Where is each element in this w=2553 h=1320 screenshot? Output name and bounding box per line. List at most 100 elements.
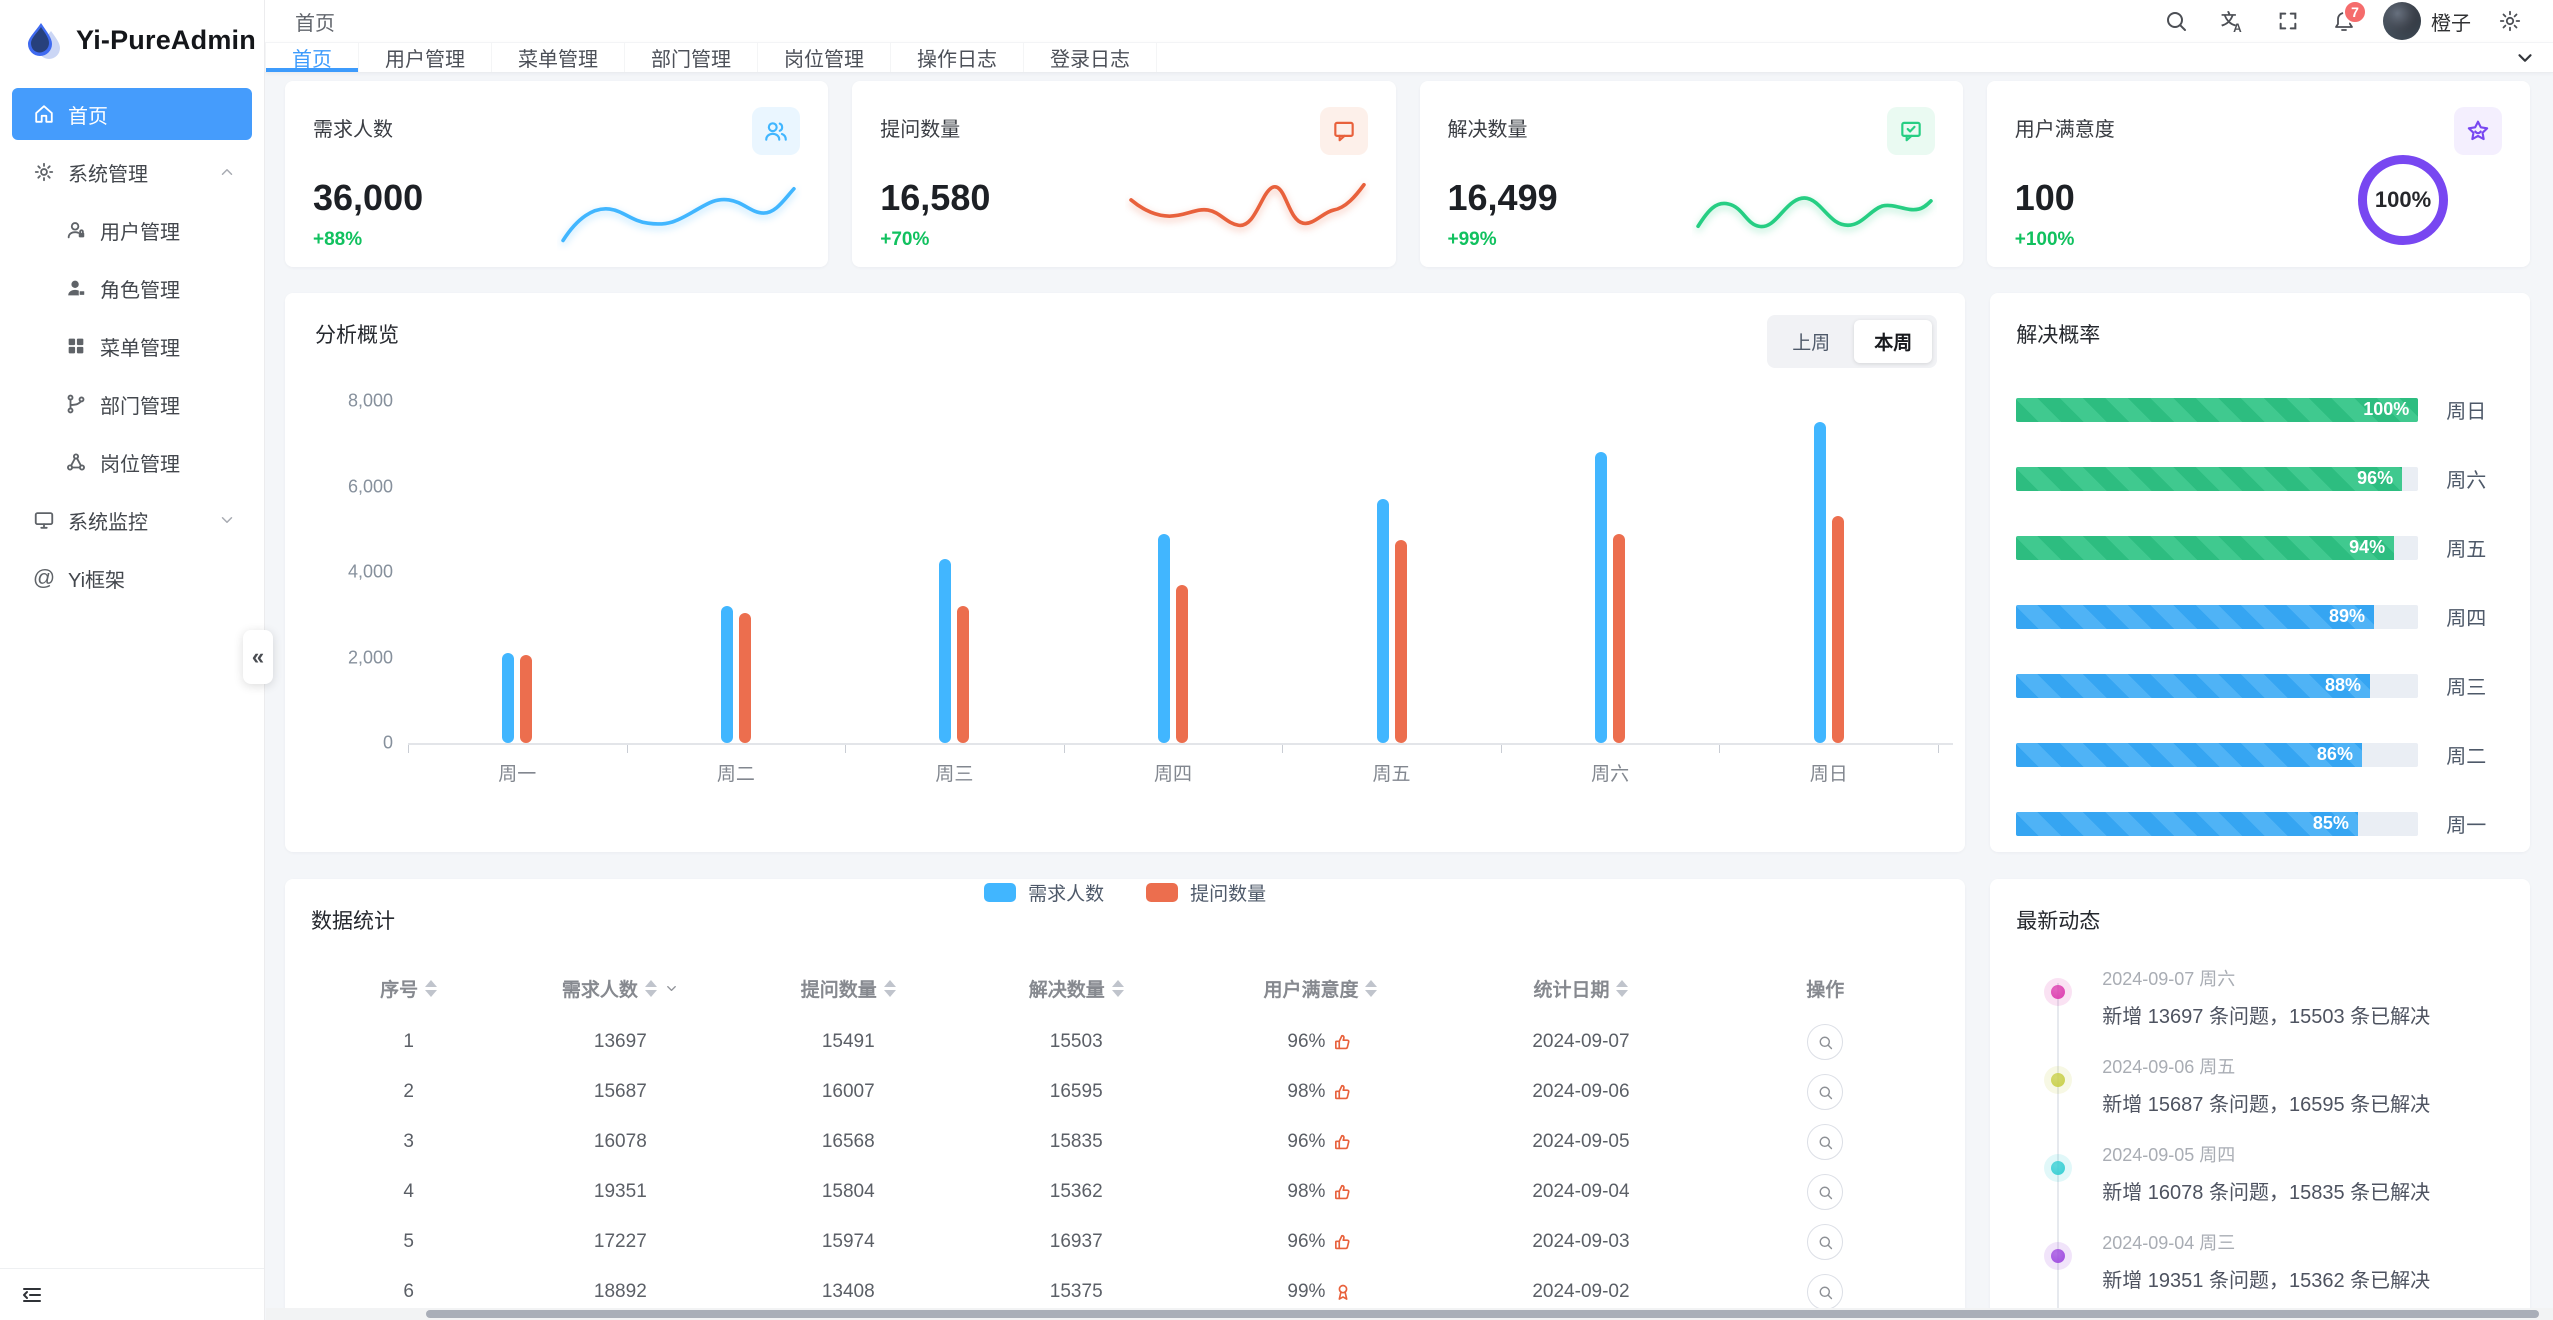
row-view-button[interactable] xyxy=(1807,1124,1844,1160)
stat-card-delta: +100% xyxy=(2014,229,2075,250)
stat-cards-row: 需求人数 36,000 +88% 提问数量 16,580 +70% 解决数量 16,499 +9… xyxy=(285,81,2530,267)
row-view-button[interactable] xyxy=(1807,1024,1844,1060)
legend-item-提问数量[interactable]: 提问数量 xyxy=(1146,879,1266,906)
row-view-button[interactable] xyxy=(1807,1174,1844,1210)
row-view-button[interactable] xyxy=(1807,1074,1844,1110)
column-header-label: 用户满意度 xyxy=(1263,979,1359,1001)
cell-seq: 3 xyxy=(403,1131,414,1152)
sidebar-collapse-handle[interactable]: « xyxy=(243,630,273,684)
sidebar-item-角色管理[interactable]: 角色管理 xyxy=(12,262,252,314)
legend-item-需求人数[interactable]: 需求人数 xyxy=(984,879,1104,906)
fullscreen-icon[interactable] xyxy=(2267,0,2309,42)
sort-carets-icon[interactable] xyxy=(644,979,657,997)
timeline-date: 2024-09-04 周三 xyxy=(2102,1233,2236,1253)
column-header-用户满意度: 用户满意度 xyxy=(1190,959,1451,1017)
cell-operation xyxy=(1711,1217,1939,1267)
sidebar-item-岗位管理[interactable]: 岗位管理 xyxy=(12,436,252,488)
solve-row-周二: 86% 周二 xyxy=(2016,720,2504,789)
cell-satisfaction: 98% xyxy=(1190,1067,1451,1117)
sort-carets-icon[interactable] xyxy=(883,979,896,997)
content: 需求人数 36,000 +88% 提问数量 16,580 +70% 解决数量 16,499 +9… xyxy=(265,73,2553,1320)
column-header-inner[interactable]: 需求人数 xyxy=(562,975,679,1002)
timeline-text: 新增 16078 条问题，15835 条已解决 xyxy=(2102,1182,2431,1204)
search-icon[interactable] xyxy=(2155,0,2197,42)
sidebar-item-label: 系统管理 xyxy=(68,163,148,186)
sidebar-item-系统监控[interactable]: 系统监控 xyxy=(12,494,252,546)
bar-提问数量-周四 xyxy=(1176,585,1188,743)
bar-提问数量-周六 xyxy=(1613,534,1626,743)
column-filter-chevron-icon[interactable] xyxy=(664,981,679,996)
logo[interactable]: Yi-PureAdmin xyxy=(0,0,264,80)
solve-day-label: 周二 xyxy=(2446,746,2487,768)
news-title: 最新动态 xyxy=(2016,910,2101,933)
tab-菜单管理[interactable]: 菜单管理 xyxy=(492,43,625,72)
row-view-button[interactable] xyxy=(1807,1224,1844,1260)
stat-card-title: 用户满意度 xyxy=(2014,119,2115,141)
bar-提问数量-周二 xyxy=(738,613,751,743)
cell-solve: 16937 xyxy=(1049,1231,1103,1252)
solve-probability-list: 100% 周日 96% 周六 94% 周五 89% 周四 88% 周三 86% 周二 85% 周一 xyxy=(2016,375,2504,858)
x-axis-tick xyxy=(626,745,628,753)
timeline-item: 2024-09-07 周六 新增 13697 条问题，15503 条已解决 xyxy=(2016,953,2504,1041)
tags-view-bar: 首页 用户管理 菜单管理 部门管理 岗位管理 操作日志 登录日志 xyxy=(265,42,2553,73)
tab-用户管理[interactable]: 用户管理 xyxy=(359,43,492,72)
cell-question: 15804 xyxy=(821,1181,875,1202)
cell-operation xyxy=(1711,1017,1939,1067)
column-header-inner[interactable]: 提问数量 xyxy=(801,975,896,1002)
chevron-up-icon xyxy=(218,163,236,181)
sidebar-item-用户管理[interactable]: 用户管理 xyxy=(12,204,252,256)
cell-date: 2024-09-05 xyxy=(1532,1131,1630,1152)
toggle-本周[interactable]: 本周 xyxy=(1854,320,1933,363)
stat-card-header: 解决数量 xyxy=(1448,107,1935,155)
tab-部门管理[interactable]: 部门管理 xyxy=(625,43,758,72)
tab-label: 岗位管理 xyxy=(784,49,864,71)
cell-question: 16568 xyxy=(821,1131,875,1152)
column-header-inner[interactable]: 用户满意度 xyxy=(1263,975,1378,1002)
menu-fold-icon[interactable] xyxy=(20,1283,44,1307)
sort-carets-icon[interactable] xyxy=(1111,979,1124,997)
bar-需求人数-周三 xyxy=(939,559,952,743)
sidebar-item-首页[interactable]: 首页 xyxy=(12,88,252,140)
breadcrumb[interactable]: 首页 xyxy=(295,12,335,35)
table-row: 2 15687 16007 16595 98% 2024-09-06 xyxy=(311,1067,1939,1117)
sidebar-item-系统管理[interactable]: 系统管理 xyxy=(12,146,252,198)
solve-progress-fill: 94% xyxy=(2016,535,2395,560)
solve-row-周五: 94% 周五 xyxy=(2016,513,2504,582)
cell-question: 16007 xyxy=(821,1081,875,1102)
sort-carets-icon[interactable] xyxy=(425,979,438,997)
sidebar-item-部门管理[interactable]: 部门管理 xyxy=(12,378,252,430)
satisfaction-percent: 96% xyxy=(1287,1131,1326,1152)
satisfaction-ring: 100% xyxy=(2358,155,2448,245)
cell-solve: 15362 xyxy=(1049,1181,1103,1202)
tab-登录日志[interactable]: 登录日志 xyxy=(1024,43,1157,72)
toggle-上周[interactable]: 上周 xyxy=(1792,333,1831,354)
row-view-button[interactable] xyxy=(1807,1274,1844,1310)
column-header-inner[interactable]: 解决数量 xyxy=(1029,975,1124,1002)
cell-satisfaction: 98% xyxy=(1190,1167,1451,1217)
cell-satisfaction: 96% xyxy=(1190,1217,1451,1267)
sort-carets-icon[interactable] xyxy=(1616,979,1629,997)
settings-gear-icon[interactable] xyxy=(2489,0,2531,42)
x-axis-tick xyxy=(1719,745,1721,753)
sort-carets-icon[interactable] xyxy=(1365,979,1378,997)
sidebar-item-Yi框架[interactable]: @ Yi框架 xyxy=(12,552,252,604)
tab-操作日志[interactable]: 操作日志 xyxy=(891,43,1024,72)
notification-bell-icon[interactable]: 7 xyxy=(2323,0,2367,42)
column-header-inner[interactable]: 序号 xyxy=(380,975,438,1002)
cell-seq: 6 xyxy=(403,1281,414,1302)
tab-首页[interactable]: 首页 xyxy=(265,43,359,72)
column-header-inner[interactable]: 统计日期 xyxy=(1533,975,1629,1002)
timeline-dot xyxy=(2051,1073,2066,1087)
sidebar-item-菜单管理[interactable]: 菜单管理 xyxy=(12,320,252,372)
latest-news-card: 最新动态 2024-09-07 周六 新增 13697 条问题，15503 条已解… xyxy=(1990,879,2530,1320)
scrollbar-thumb[interactable] xyxy=(426,1310,2539,1318)
cell-operation xyxy=(1711,1117,1939,1167)
bar-需求人数-周二 xyxy=(720,606,733,743)
satisfaction-value: 96% xyxy=(1287,1231,1353,1253)
tabs-dropdown-chevron-icon[interactable] xyxy=(2497,43,2553,72)
timeline-text: 新增 19351 条问题，15362 条已解决 xyxy=(2102,1270,2431,1292)
user-menu[interactable]: 橙子 xyxy=(2379,2,2475,40)
app-title: Yi-PureAdmin xyxy=(76,24,256,55)
tab-岗位管理[interactable]: 岗位管理 xyxy=(758,43,891,72)
